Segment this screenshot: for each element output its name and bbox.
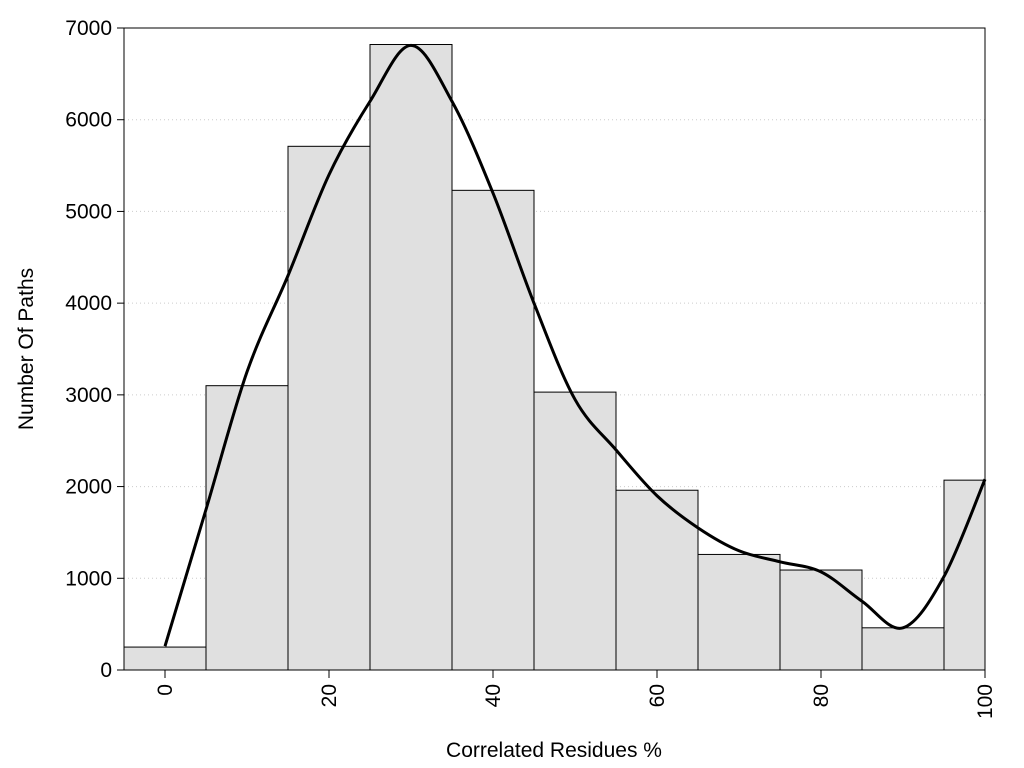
density-curve (163, 43, 987, 647)
histogram-bar (287, 145, 371, 671)
y-tick-label: 0 (100, 659, 112, 682)
y-tick-label: 1000 (65, 567, 112, 590)
x-tick-label: 20 (318, 684, 341, 707)
histogram-bar (943, 479, 986, 671)
y-axis-title: Number Of Paths (15, 268, 38, 430)
x-axis-title: Correlated Residues % (446, 739, 662, 762)
histogram-bars (123, 44, 986, 671)
density-curve-layer (163, 43, 987, 647)
y-tick-label: 3000 (65, 384, 112, 407)
histogram-bar (123, 646, 207, 671)
histogram-bar (451, 189, 535, 671)
y-tick-label: 6000 (65, 109, 112, 132)
y-tick-label: 4000 (65, 292, 112, 315)
histogram-bar (205, 385, 289, 671)
x-tick-label: 60 (646, 684, 669, 707)
x-tick-label: 40 (482, 684, 505, 707)
histogram-bar (861, 627, 945, 671)
y-tick-label: 2000 (65, 476, 112, 499)
x-tick-label: 80 (810, 684, 833, 707)
histogram-bar (369, 44, 453, 671)
x-tick-label: 100 (974, 684, 997, 719)
histogram-bar (779, 569, 863, 671)
histogram-bar (615, 489, 699, 671)
histogram-bar (533, 391, 617, 671)
histogram-bar (697, 553, 781, 671)
y-tick-label: 5000 (65, 200, 112, 223)
plot-frame (123, 27, 986, 671)
x-tick-label: 0 (154, 684, 177, 696)
y-axis: 0 1000 2000 3000 4000 5000 6000 7000 (65, 17, 124, 682)
x-axis: 0 20 40 60 80 100 (154, 670, 997, 719)
y-tick-label: 7000 (65, 17, 112, 40)
